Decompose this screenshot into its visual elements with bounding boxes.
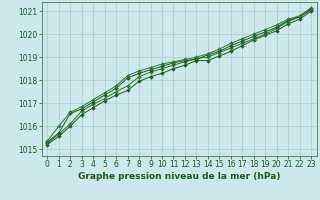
X-axis label: Graphe pression niveau de la mer (hPa): Graphe pression niveau de la mer (hPa) <box>78 172 280 181</box>
